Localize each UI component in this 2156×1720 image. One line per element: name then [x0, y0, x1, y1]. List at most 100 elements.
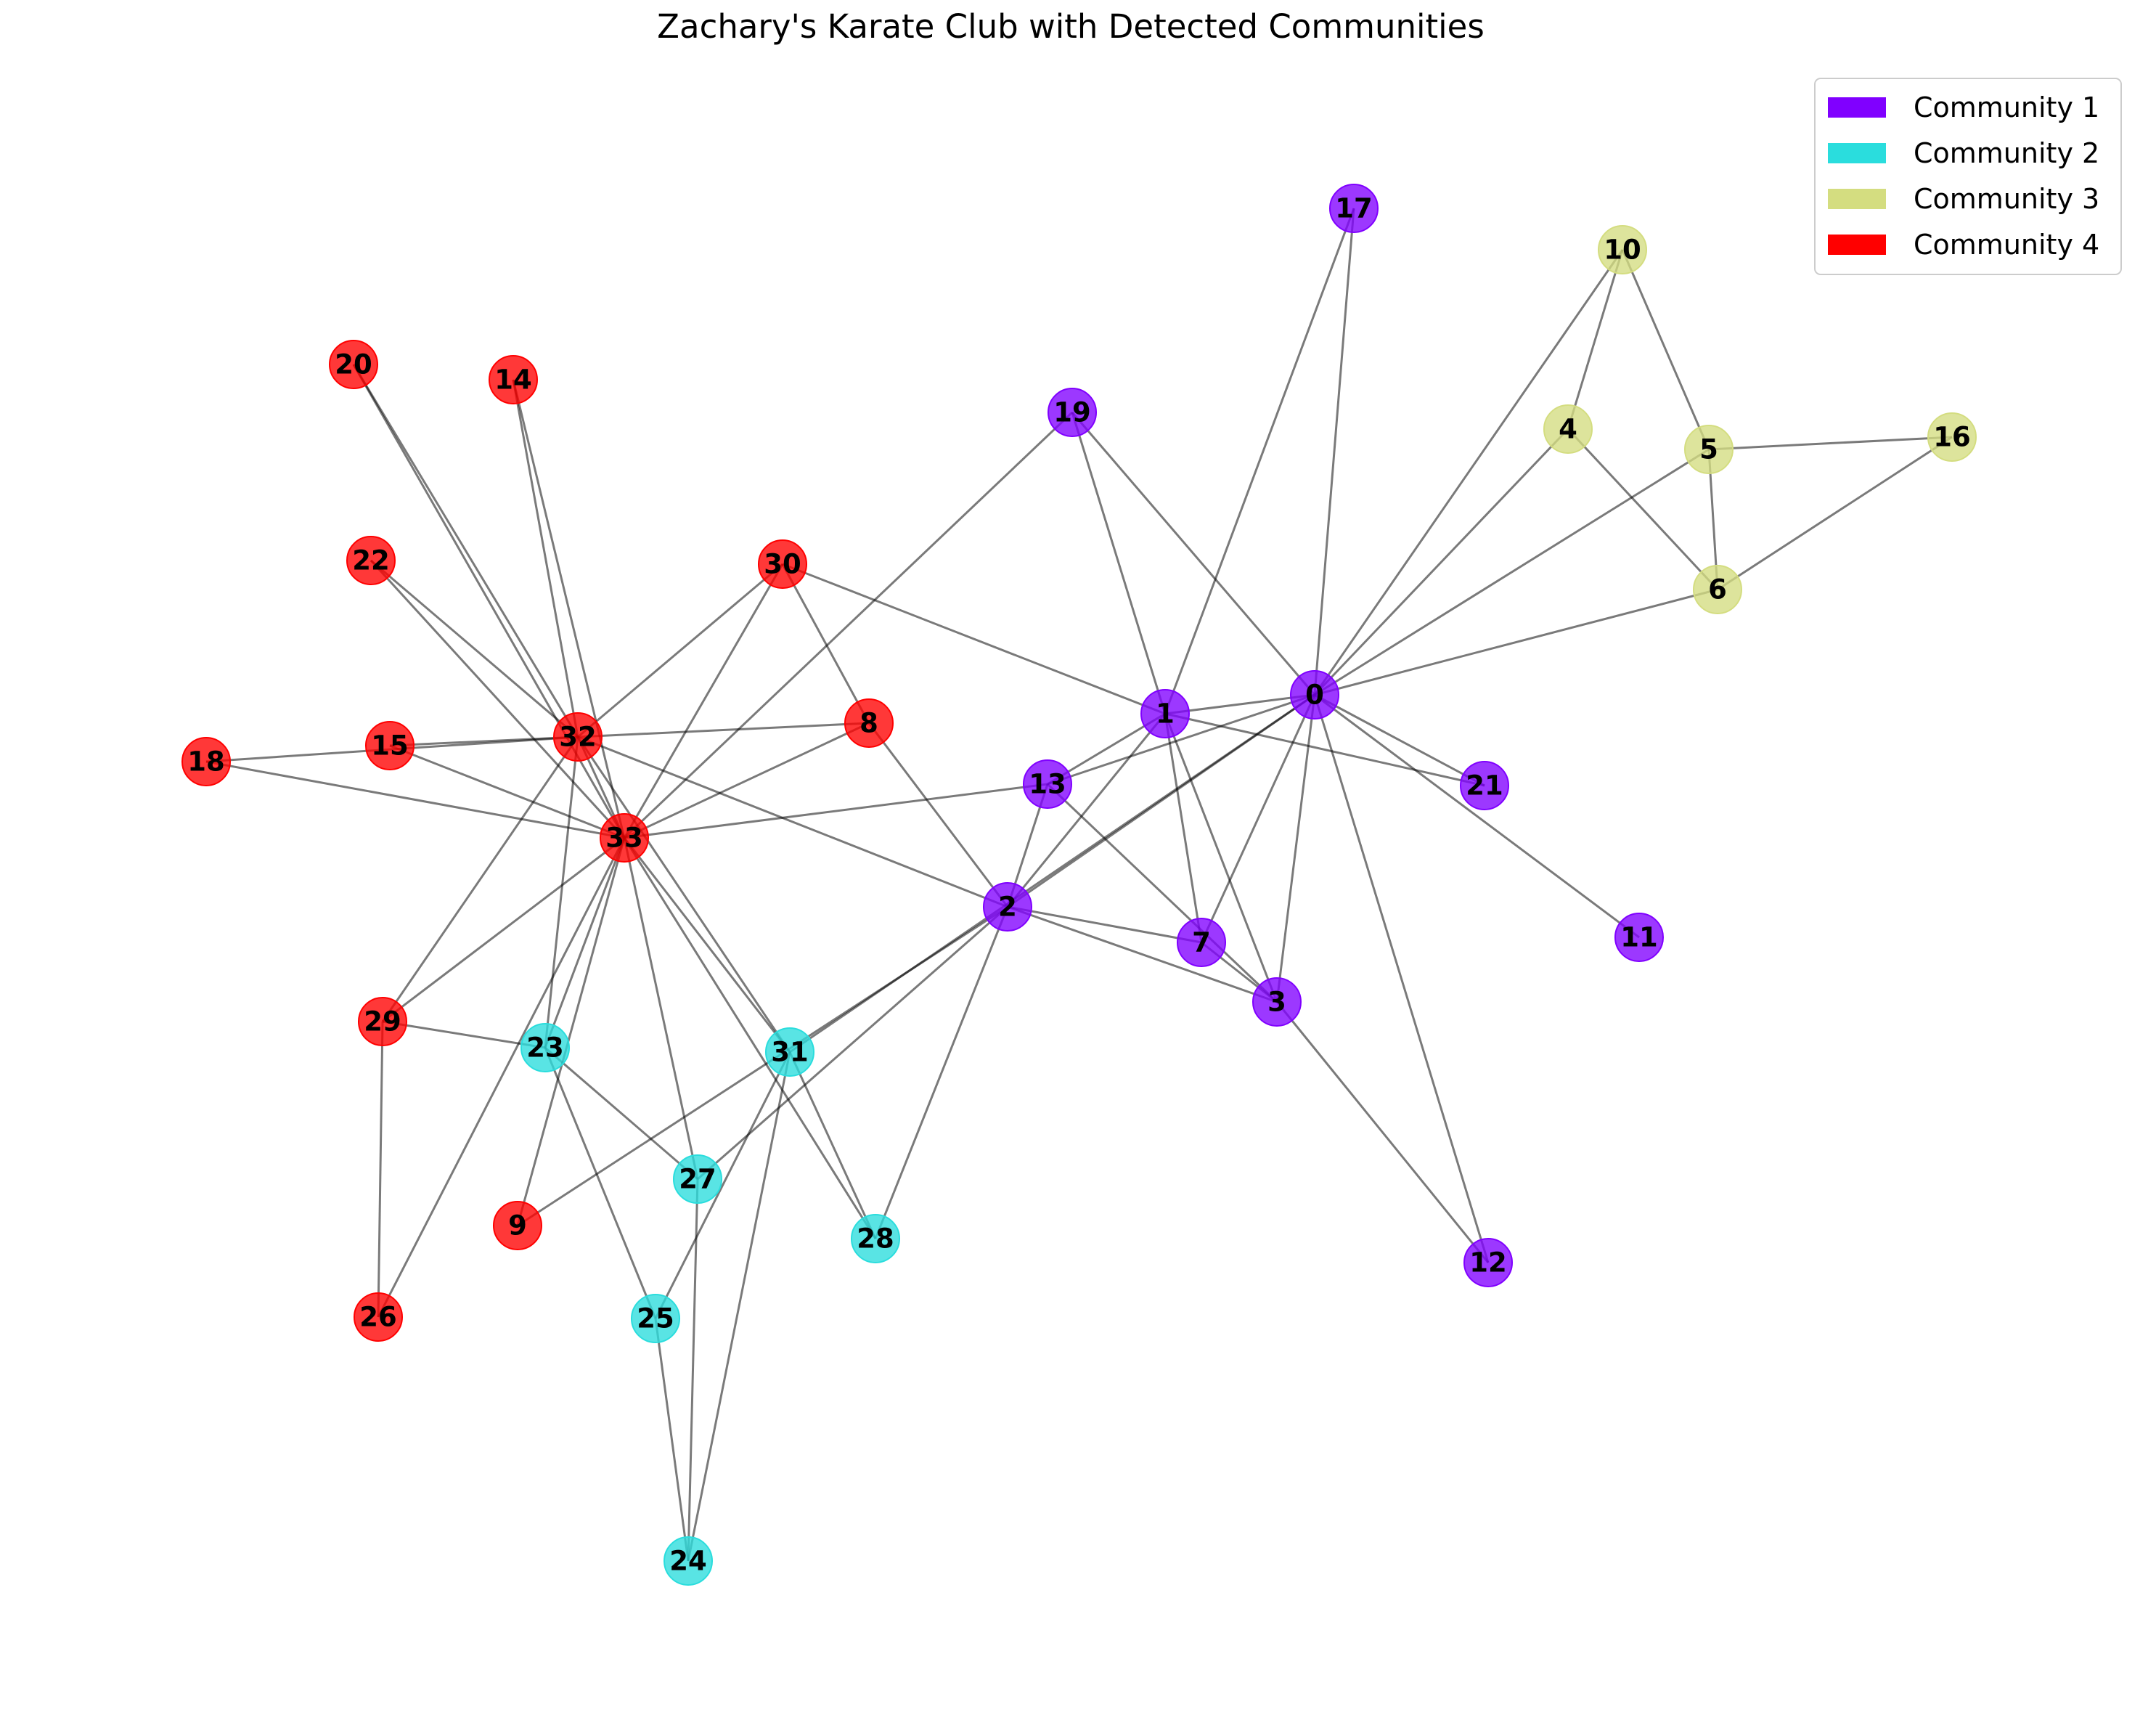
edge-8-32 [577, 722, 870, 738]
node-circle-27 [673, 1154, 722, 1204]
node-circle-19 [1048, 388, 1097, 437]
edge-0-19 [1071, 412, 1316, 696]
node-20: 20 [329, 340, 378, 389]
node-label-11: 11 [1620, 922, 1658, 953]
edge-24-27 [687, 1178, 699, 1562]
node-circle-16 [1927, 412, 1977, 462]
edge-23-32 [544, 736, 579, 1048]
legend-swatch-1 [1828, 97, 1886, 118]
edge-23-33 [544, 837, 626, 1048]
edge-20-32 [352, 364, 579, 738]
node-31: 31 [765, 1027, 814, 1077]
edge-28-31 [788, 1051, 877, 1239]
edge-27-33 [623, 837, 699, 1180]
node-circle-23 [520, 1023, 570, 1072]
node-circle-3 [1252, 977, 1302, 1027]
node-label-13: 13 [1029, 769, 1066, 800]
node-label-21: 21 [1466, 770, 1503, 802]
node-label-5: 5 [1699, 434, 1718, 465]
node-circle-2 [983, 882, 1032, 932]
edge-8-33 [624, 722, 870, 839]
node-circle-12 [1463, 1238, 1513, 1287]
edge-2-3 [1007, 905, 1278, 1003]
node-circle-33 [600, 813, 649, 863]
node-circle-32 [553, 712, 603, 762]
edge-0-13 [1047, 693, 1315, 786]
edge-2-8 [867, 722, 1009, 908]
edge-23-29 [382, 1020, 546, 1049]
node-29: 29 [358, 997, 407, 1046]
edge-28-33 [623, 837, 877, 1239]
node-27: 27 [673, 1154, 722, 1204]
node-circle-15 [365, 721, 415, 770]
edge-29-33 [382, 836, 625, 1023]
node-label-25: 25 [637, 1303, 674, 1334]
node-label-8: 8 [859, 708, 878, 739]
node-10: 10 [1598, 225, 1647, 274]
node-label-26: 26 [359, 1302, 397, 1333]
legend-items: Community 1 Community 2 Community 3 Communi… [1828, 91, 2099, 261]
edge-8-30 [781, 563, 870, 724]
edge-2-7 [1007, 905, 1202, 944]
node-label-1: 1 [1156, 698, 1175, 730]
edge-0-21 [1314, 693, 1485, 787]
edge-6-16 [1717, 436, 1953, 591]
node-circle-21 [1460, 761, 1509, 810]
node-4: 4 [1543, 404, 1593, 454]
node-1: 1 [1140, 689, 1190, 738]
node-layer: 0123456789101112131415161718192021222324… [181, 184, 1977, 1586]
node-25: 25 [631, 1294, 680, 1343]
node-circle-0 [1290, 670, 1339, 720]
node-circle-24 [663, 1536, 713, 1586]
node-5: 5 [1684, 425, 1734, 474]
node-label-9: 9 [508, 1210, 527, 1242]
edge-0-12 [1313, 694, 1490, 1263]
node-label-22: 22 [352, 545, 390, 576]
legend: Community 1 Community 2 Community 3 Communi… [1814, 78, 2122, 275]
node-label-24: 24 [669, 1546, 707, 1577]
node-33: 33 [600, 813, 649, 863]
legend-label-2: Community 2 [1914, 137, 2099, 169]
edge-0-6 [1314, 588, 1718, 696]
legend-entry-4: Community 4 [1828, 229, 2099, 261]
edge-0-4 [1313, 428, 1569, 696]
node-label-27: 27 [679, 1164, 716, 1195]
node-circle-28 [851, 1214, 900, 1263]
node-circle-8 [844, 698, 894, 748]
node-0: 0 [1290, 670, 1339, 720]
edge-layer [205, 208, 1953, 1562]
edge-31-33 [623, 837, 791, 1053]
node-circle-31 [765, 1027, 814, 1077]
node-32: 32 [553, 712, 603, 762]
node-label-20: 20 [335, 349, 372, 380]
node-label-7: 7 [1192, 927, 1211, 958]
node-circle-20 [329, 340, 378, 389]
edge-4-10 [1567, 249, 1624, 430]
legend-swatch-2 [1828, 143, 1886, 163]
edge-19-33 [623, 411, 1074, 839]
edge-1-7 [1164, 713, 1203, 943]
figure-title: Zachary's Karate Club with Detected Comm… [657, 7, 1485, 46]
node-circle-26 [354, 1292, 403, 1342]
node-label-33: 33 [605, 823, 643, 854]
node-circle-1 [1140, 689, 1190, 738]
node-15: 15 [365, 721, 415, 770]
node-11: 11 [1614, 913, 1664, 962]
legend-label-3: Community 3 [1914, 183, 2099, 215]
node-30: 30 [758, 539, 807, 589]
edge-1-21 [1164, 712, 1485, 787]
edge-29-32 [381, 736, 579, 1022]
edge-0-11 [1314, 693, 1640, 939]
edge-13-33 [624, 783, 1048, 839]
node-label-15: 15 [371, 730, 409, 762]
node-12: 12 [1463, 1238, 1513, 1287]
legend-swatch-4 [1828, 235, 1886, 255]
legend-label-1: Community 1 [1914, 91, 2099, 123]
edge-2-9 [517, 905, 1008, 1227]
edge-2-27 [697, 905, 1008, 1181]
node-8: 8 [844, 698, 894, 748]
node-label-16: 16 [1933, 422, 1971, 453]
edge-26-33 [377, 837, 626, 1318]
edge-5-16 [1708, 436, 1953, 451]
